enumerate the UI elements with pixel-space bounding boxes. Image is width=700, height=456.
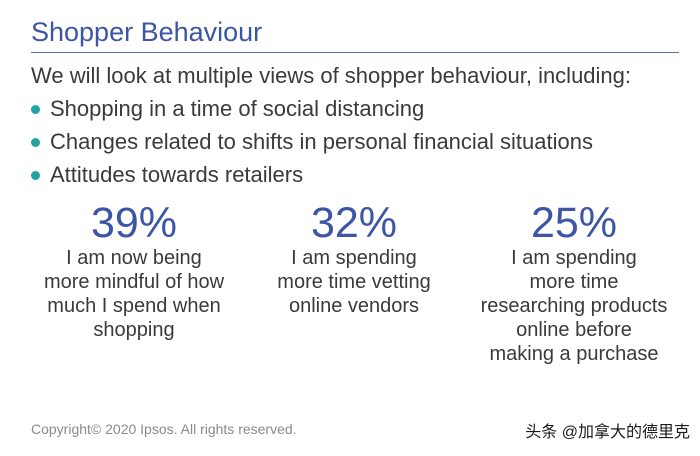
- stat-value: 32%: [310, 199, 398, 247]
- stat-caption-line: shopping: [93, 319, 175, 341]
- slide-title: Shopper Behaviour: [31, 17, 263, 47]
- stat-caption: I am spending more time vetting online v…: [248, 246, 460, 318]
- stat-caption-line: more time vetting: [277, 271, 431, 293]
- bullet-list: Shopping in a time of social distancing …: [31, 94, 593, 193]
- stat-caption: I am spending more time researching prod…: [463, 246, 685, 366]
- stat-caption-line: I am now being: [66, 247, 202, 269]
- title-divider: [31, 52, 679, 53]
- stat-caption: I am now being more mindful of how much …: [24, 246, 244, 342]
- stat-caption-line: much I spend when: [47, 295, 221, 317]
- stat-value: 25%: [530, 199, 618, 247]
- stat-caption-line: online vendors: [288, 295, 420, 317]
- bullet-dot-icon: [31, 171, 40, 180]
- bullet-dot-icon: [31, 105, 40, 114]
- bullet-item: Shopping in a time of social distancing: [31, 94, 593, 127]
- bullet-item: Changes related to shifts in personal fi…: [31, 127, 593, 160]
- watermark-text: 头条 @加拿大的德里克: [525, 424, 690, 441]
- stat-caption-line: more mindful of how: [43, 271, 225, 293]
- stat-caption-line: researching products: [480, 295, 668, 317]
- stat-value: 39%: [90, 199, 178, 247]
- stat-vetting-vendors: 32% I am spending more time vetting onli…: [248, 198, 460, 318]
- stat-caption-line: making a purchase: [489, 343, 659, 365]
- stat-caption-line: I am spending: [511, 247, 637, 269]
- bullet-item: Attitudes towards retailers: [31, 160, 593, 193]
- stat-caption-line: I am spending: [291, 247, 417, 269]
- bullet-text: Attitudes towards retailers: [50, 162, 304, 187]
- bullet-dot-icon: [31, 138, 40, 147]
- bullet-text: Shopping in a time of social distancing: [50, 96, 425, 121]
- copyright-text: Copyright© 2020 Ipsos. All rights reserv…: [31, 421, 297, 437]
- stat-researching-products: 25% I am spending more time researching …: [463, 198, 685, 366]
- stat-mindful-spending: 39% I am now being more mindful of how m…: [24, 198, 244, 342]
- stat-caption-line: more time: [529, 271, 619, 293]
- stat-caption-line: online before: [516, 319, 632, 341]
- intro-text: We will look at multiple views of shoppe…: [31, 63, 632, 88]
- bullet-text: Changes related to shifts in personal fi…: [50, 129, 593, 154]
